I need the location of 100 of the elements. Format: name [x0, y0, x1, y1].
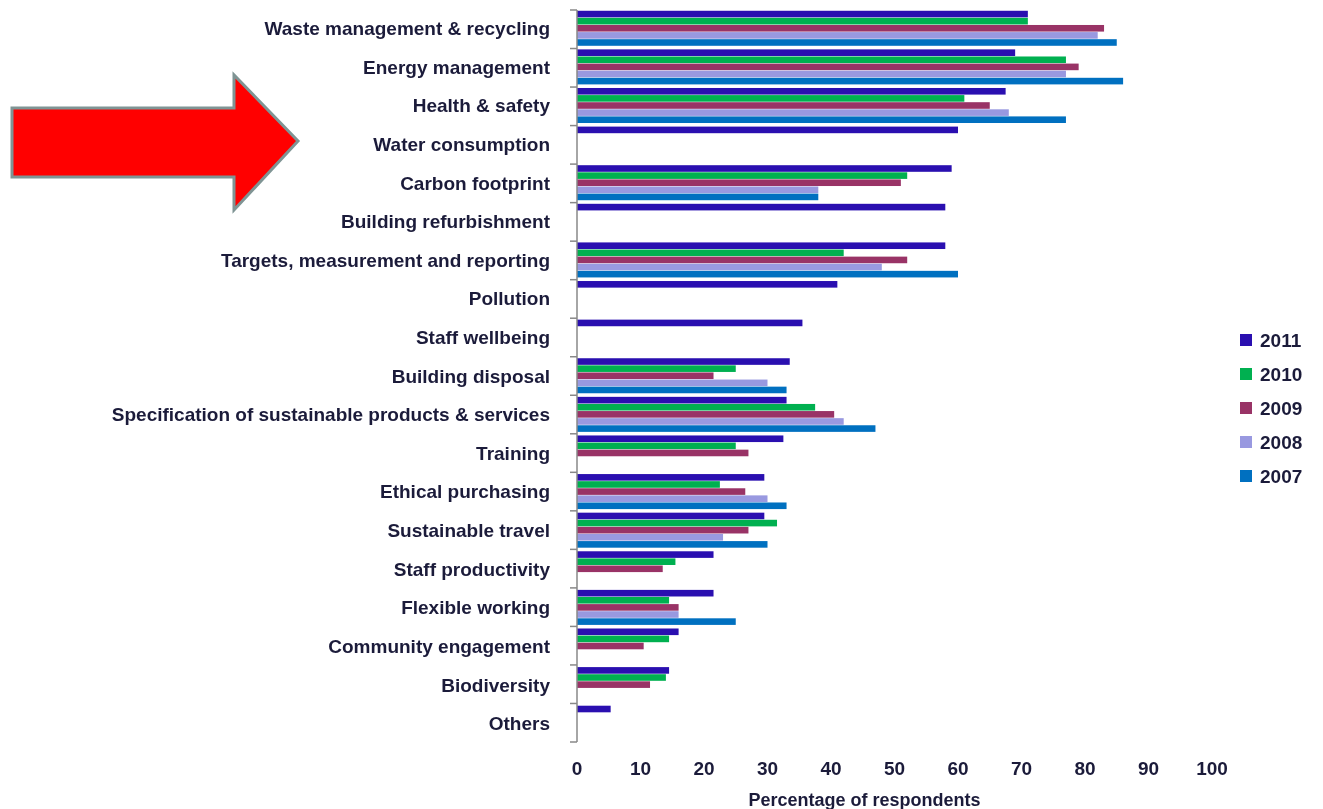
bar	[577, 39, 1117, 46]
bar	[577, 109, 1009, 116]
y-tick-label: Staff wellbeing	[415, 327, 550, 349]
legend-label: 2010	[1260, 363, 1303, 385]
x-tick-label: 50	[883, 758, 906, 779]
bar	[577, 541, 768, 548]
bar	[577, 10, 1028, 18]
bar	[577, 488, 746, 495]
bar	[577, 63, 1079, 71]
bar	[577, 474, 765, 481]
y-tick-label: Energy management	[363, 56, 551, 78]
y-tick-label: Training	[476, 442, 550, 464]
bar	[577, 242, 946, 250]
bar	[577, 179, 901, 187]
x-tick-label: 90	[1137, 758, 1160, 779]
y-tick-label: Health & safety	[412, 95, 551, 117]
bar	[577, 674, 666, 681]
bar	[577, 681, 651, 688]
bar	[577, 618, 736, 625]
bar	[577, 77, 1124, 85]
x-tick-label: 40	[820, 758, 842, 779]
bar	[577, 418, 844, 425]
y-tick-label: Biodiversity	[441, 674, 551, 696]
bar	[577, 365, 736, 372]
bar	[577, 270, 958, 278]
bar	[577, 186, 819, 194]
bar	[577, 635, 670, 643]
bar	[577, 386, 787, 394]
y-tick-label: Carbon footprint	[400, 172, 551, 194]
bar	[577, 193, 819, 201]
y-tick-label: Targets, measurement and reporting	[220, 249, 550, 271]
bar	[577, 70, 1066, 78]
bar	[577, 32, 1098, 39]
bar	[577, 358, 790, 365]
bar	[577, 411, 835, 418]
bar	[577, 611, 679, 618]
bar	[577, 495, 768, 502]
legend-label: 2007	[1260, 465, 1303, 487]
bar	[577, 533, 724, 541]
y-tick-label: Staff productivity	[393, 558, 551, 580]
bar	[577, 589, 714, 597]
x-tick-label: 60	[947, 758, 969, 779]
bar	[577, 116, 1066, 124]
bar	[577, 17, 1028, 25]
y-tick-label: Community engagement	[328, 635, 551, 657]
bar	[577, 551, 714, 558]
bar	[577, 526, 749, 534]
bar	[577, 565, 663, 573]
y-tick-label: Building disposal	[391, 365, 550, 387]
bar	[577, 24, 1105, 32]
y-tick-label: Flexible working	[401, 597, 550, 619]
legend-label: 2011	[1260, 329, 1302, 351]
bar	[577, 604, 679, 611]
bar	[577, 442, 736, 450]
x-tick-label: 0	[571, 758, 583, 779]
bar	[577, 449, 749, 457]
bar	[577, 502, 787, 510]
bar	[577, 126, 958, 134]
x-tick-label: 80	[1074, 758, 1096, 779]
legend-label: 2009	[1260, 397, 1303, 419]
x-tick-label: 10	[629, 758, 652, 779]
x-tick-label: 100	[1196, 758, 1228, 779]
y-tick-label: Pollution	[468, 288, 550, 310]
y-tick-label: Others	[488, 713, 550, 735]
bar	[577, 95, 965, 102]
bar	[577, 172, 908, 179]
y-tick-label: Waste management & recycling	[264, 18, 550, 40]
x-axis-title: Percentage of respondents	[748, 790, 981, 809]
bar	[577, 203, 946, 211]
bar	[577, 642, 644, 650]
bar	[577, 372, 714, 380]
y-tick-label: Ethical purchasing	[380, 481, 550, 503]
bar	[577, 396, 787, 404]
x-tick-label: 20	[693, 758, 715, 779]
x-tick-label: 30	[756, 758, 779, 779]
bar	[577, 49, 1016, 56]
bar	[577, 249, 844, 257]
bar	[577, 319, 803, 327]
y-tick-label: Specification of sustainable products & services	[111, 404, 550, 426]
bar	[577, 519, 778, 527]
bar	[577, 263, 882, 271]
bar	[577, 558, 676, 565]
bar	[577, 379, 768, 387]
y-tick-label: Building refurbishment	[341, 211, 551, 233]
bar	[577, 596, 670, 604]
bar	[577, 256, 908, 264]
bar	[577, 87, 1006, 95]
bar	[577, 667, 670, 674]
legend-label: 2008	[1260, 431, 1303, 453]
bar	[577, 435, 784, 443]
bar	[577, 628, 679, 636]
bar	[577, 102, 990, 109]
bar	[577, 281, 838, 288]
bar	[577, 56, 1066, 64]
bar	[577, 403, 816, 411]
y-tick-label: Water consumption	[373, 134, 550, 155]
bar	[577, 425, 876, 432]
bar	[577, 481, 720, 488]
y-tick-label: Sustainable travel	[387, 520, 550, 542]
bar	[577, 512, 765, 520]
